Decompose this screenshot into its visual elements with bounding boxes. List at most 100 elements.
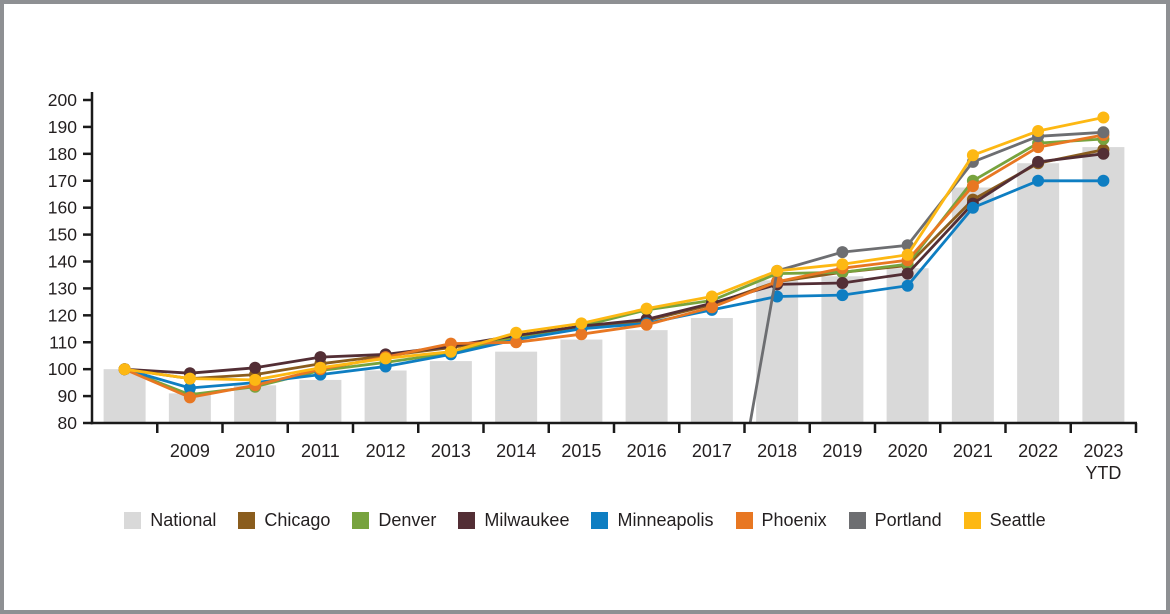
marker-portland-2023 — [1097, 126, 1110, 139]
marker-phoenix-2015 — [575, 328, 588, 341]
marker-milwaukee-2010 — [249, 361, 262, 374]
y-tick-label-130: 130 — [48, 278, 77, 298]
marker-milwaukee-2011 — [314, 351, 327, 364]
x-tick-label-2019: 2019 — [822, 441, 862, 461]
bar-national-base — [103, 369, 146, 423]
legend-item-minneapolis: Minneapolis — [591, 510, 714, 530]
x-tick-label-2023: 2023 — [1083, 441, 1123, 461]
legend-label-chicago: Chicago — [264, 510, 331, 530]
legend-label-denver: Denver — [378, 510, 437, 530]
bar-national-2013 — [429, 361, 472, 423]
marker-seattle-2010 — [249, 373, 262, 386]
marker-seattle-2023 — [1097, 111, 1110, 124]
marker-seattle-2017 — [705, 290, 718, 303]
marker-milwaukee-2022 — [1032, 155, 1045, 168]
bar-national-2021 — [951, 187, 994, 423]
x-axis-ticks: 2009 2010 2011 2012 2013 2014 2015 2016 2017 2018… — [156, 423, 1138, 483]
legend-swatch-milwaukee — [458, 511, 476, 529]
marker-seattle-2009 — [183, 372, 196, 385]
line-milwaukee — [124, 152, 1104, 375]
bar-national-2014 — [495, 351, 538, 423]
marker-minneapolis-2023 — [1097, 174, 1110, 187]
bar-national-2015 — [560, 339, 603, 423]
marker-seattle-2021 — [966, 149, 979, 162]
legend-item-chicago: Chicago — [238, 511, 330, 529]
marker-milwaukee-2023 — [1097, 147, 1110, 160]
marker-minneapolis-2022 — [1032, 174, 1045, 187]
bar-series-national — [103, 147, 1125, 424]
x-tick-label-2018: 2018 — [757, 441, 797, 461]
x-tick-label-2012: 2012 — [366, 441, 406, 461]
x-tick-label-2020: 2020 — [888, 441, 928, 461]
marker-milwaukee-2020 — [901, 267, 914, 280]
y-tick-label-100: 100 — [48, 359, 77, 379]
marker-seattle-base — [118, 363, 131, 376]
y-tick-label-80: 80 — [58, 413, 78, 433]
legend-swatch-phoenix — [735, 511, 753, 529]
x-tick-label-2009: 2009 — [170, 441, 210, 461]
marker-phoenix-2009 — [183, 391, 196, 404]
line-series-seattle — [118, 111, 1110, 386]
legend-swatch-seattle — [963, 511, 981, 529]
y-tick-label-170: 170 — [48, 171, 77, 191]
marker-minneapolis-2009 — [183, 382, 196, 394]
x-tick-label-2011: 2011 — [301, 441, 340, 461]
x-tick-label-2022: 2022 — [1018, 441, 1058, 461]
x-tick-label-2017: 2017 — [692, 441, 732, 461]
marker-milwaukee-2019 — [836, 277, 849, 289]
marker-phoenix-2021 — [966, 180, 979, 193]
legend-item-national: National — [124, 511, 216, 529]
bar-national-2012 — [364, 370, 407, 423]
y-axis-ticks: 80 90 100 110 120 130 140 150 160 170 180 190 200 — [48, 90, 92, 433]
bar-national-2016 — [625, 330, 668, 423]
x-tick-label-2021: 2021 — [953, 441, 993, 461]
y-tick-label-140: 140 — [48, 252, 77, 272]
marker-minneapolis-2020 — [901, 279, 914, 292]
legend-swatch-portland — [848, 511, 866, 529]
y-tick-label-180: 180 — [48, 144, 77, 164]
marker-seattle-2012 — [379, 352, 392, 365]
line-phoenix — [124, 133, 1104, 399]
marker-seattle-2014 — [510, 326, 523, 339]
y-tick-label-150: 150 — [48, 225, 77, 245]
y-tick-label-110: 110 — [49, 332, 77, 352]
marker-seattle-2022 — [1032, 125, 1045, 137]
legend-label-milwaukee: Milwaukee — [484, 510, 570, 530]
bar-national-2022 — [1017, 163, 1060, 424]
x-tick-sublabel-ytd: YTD — [1085, 463, 1121, 483]
marker-minneapolis-2021 — [966, 201, 979, 214]
marker-portland-2019 — [836, 246, 849, 259]
legend-label-national: National — [150, 510, 217, 530]
x-tick-label-2016: 2016 — [627, 441, 667, 461]
x-tick-label-2014: 2014 — [496, 441, 536, 461]
bar-national-2020 — [886, 268, 929, 423]
line-seattle — [124, 116, 1104, 382]
marker-seattle-2018 — [771, 264, 784, 277]
legend-swatch-chicago — [238, 511, 256, 529]
legend-swatch-national — [124, 511, 142, 529]
y-tick-label-90: 90 — [58, 386, 78, 406]
marker-seattle-2019 — [836, 258, 849, 271]
legend-item-milwaukee: Milwaukee — [458, 511, 569, 529]
marker-minneapolis-2019 — [836, 289, 849, 302]
bar-national-2023 — [1082, 147, 1125, 423]
y-tick-label-200: 200 — [48, 90, 77, 110]
legend-item-seattle: Seattle — [963, 511, 1046, 529]
legend-item-phoenix: Phoenix — [735, 511, 827, 529]
legend-swatch-minneapolis — [591, 511, 609, 529]
legend-item-denver: Denver — [352, 511, 436, 529]
bar-national-2017 — [690, 318, 733, 423]
x-tick-label-2013: 2013 — [431, 441, 471, 461]
legend-swatch-denver — [352, 511, 370, 529]
legend-label-minneapolis: Minneapolis — [617, 510, 714, 530]
legend-label-portland: Portland — [874, 510, 942, 530]
x-tick-label-2015: 2015 — [561, 441, 601, 461]
marker-phoenix-2016 — [640, 318, 653, 331]
marker-seattle-2016 — [640, 302, 653, 315]
marker-phoenix-2022 — [1032, 141, 1045, 154]
marker-phoenix-2014 — [510, 336, 523, 349]
marker-seattle-2011 — [314, 361, 327, 374]
bar-national-2011 — [299, 379, 342, 423]
